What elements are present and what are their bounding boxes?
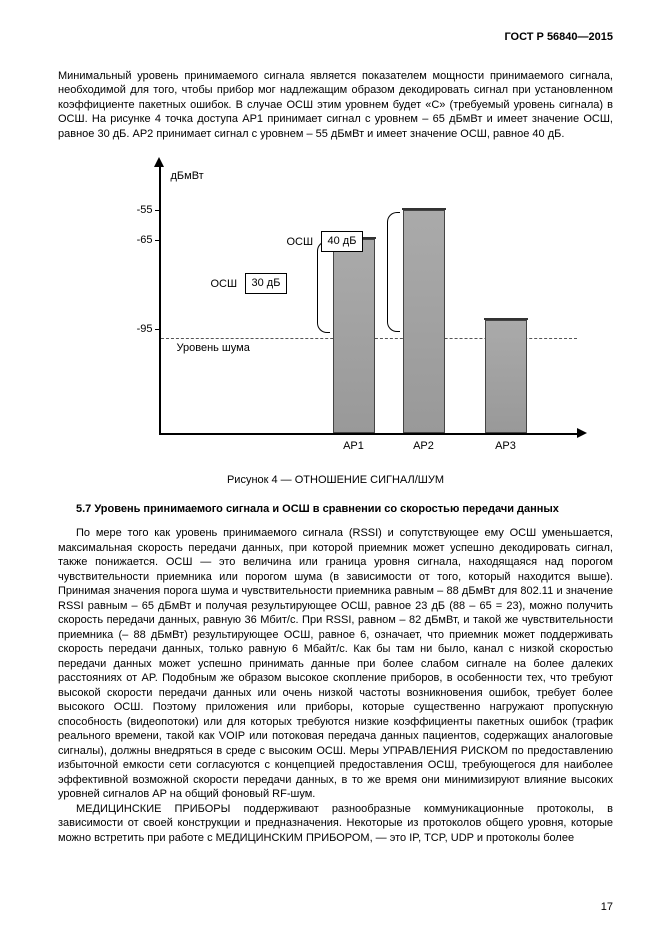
brace-icon xyxy=(387,212,400,332)
body-paragraph-1: По мере того как уровень принимаемого си… xyxy=(58,526,613,802)
callout-osh-value: 30 дБ xyxy=(245,273,288,294)
y-axis-unit: дБмВт xyxy=(171,169,204,184)
body-paragraph-2: МЕДИЦИНСКИЕ ПРИБОРЫ поддерживают разнооб… xyxy=(58,802,613,846)
y-tick-label: -95 xyxy=(113,322,153,337)
x-axis-arrow-icon xyxy=(577,428,587,438)
x-axis-label: AP3 xyxy=(485,439,527,454)
section-heading: Уровень принимаемого сигнала и ОСШ в сра… xyxy=(94,503,559,515)
bar-cap xyxy=(484,318,528,320)
chart-figure-4: дБмВт -55 -65 -95 Уровень шума ОСШ 30 дБ… xyxy=(81,155,591,465)
callout-osh-value: 40 дБ xyxy=(321,231,364,252)
bar-ap1 xyxy=(333,239,375,433)
y-tick-mark xyxy=(155,210,161,211)
page: ГОСТ Р 56840—2015 Минимальный уровень пр… xyxy=(0,0,661,935)
y-tick-mark xyxy=(155,329,161,330)
x-axis-label: AP1 xyxy=(333,439,375,454)
y-tick-mark xyxy=(155,240,161,241)
section-5-7-title: 5.7 Уровень принимаемого сигнала и ОСШ в… xyxy=(58,502,613,517)
bar-ap3 xyxy=(485,320,527,433)
doc-header: ГОСТ Р 56840—2015 xyxy=(58,30,613,45)
y-tick-label: -55 xyxy=(113,203,153,218)
noise-floor-label: Уровень шума xyxy=(177,341,250,356)
callout-osh-label: ОСШ xyxy=(211,277,238,292)
page-number: 17 xyxy=(601,900,613,915)
y-tick-label: -65 xyxy=(113,233,153,248)
bar-ap2 xyxy=(403,210,445,433)
section-number: 5.7 xyxy=(76,503,91,515)
brace-icon xyxy=(317,241,330,333)
figure-caption: Рисунок 4 — ОТНОШЕНИЕ СИГНАЛ/ШУМ xyxy=(58,473,613,488)
callout-osh-label: ОСШ xyxy=(287,235,314,250)
bar-cap xyxy=(402,208,446,210)
x-axis-label: AP2 xyxy=(403,439,445,454)
y-axis-arrow-icon xyxy=(154,157,164,167)
intro-paragraph: Минимальный уровень принимаемого сигнала… xyxy=(58,69,613,142)
